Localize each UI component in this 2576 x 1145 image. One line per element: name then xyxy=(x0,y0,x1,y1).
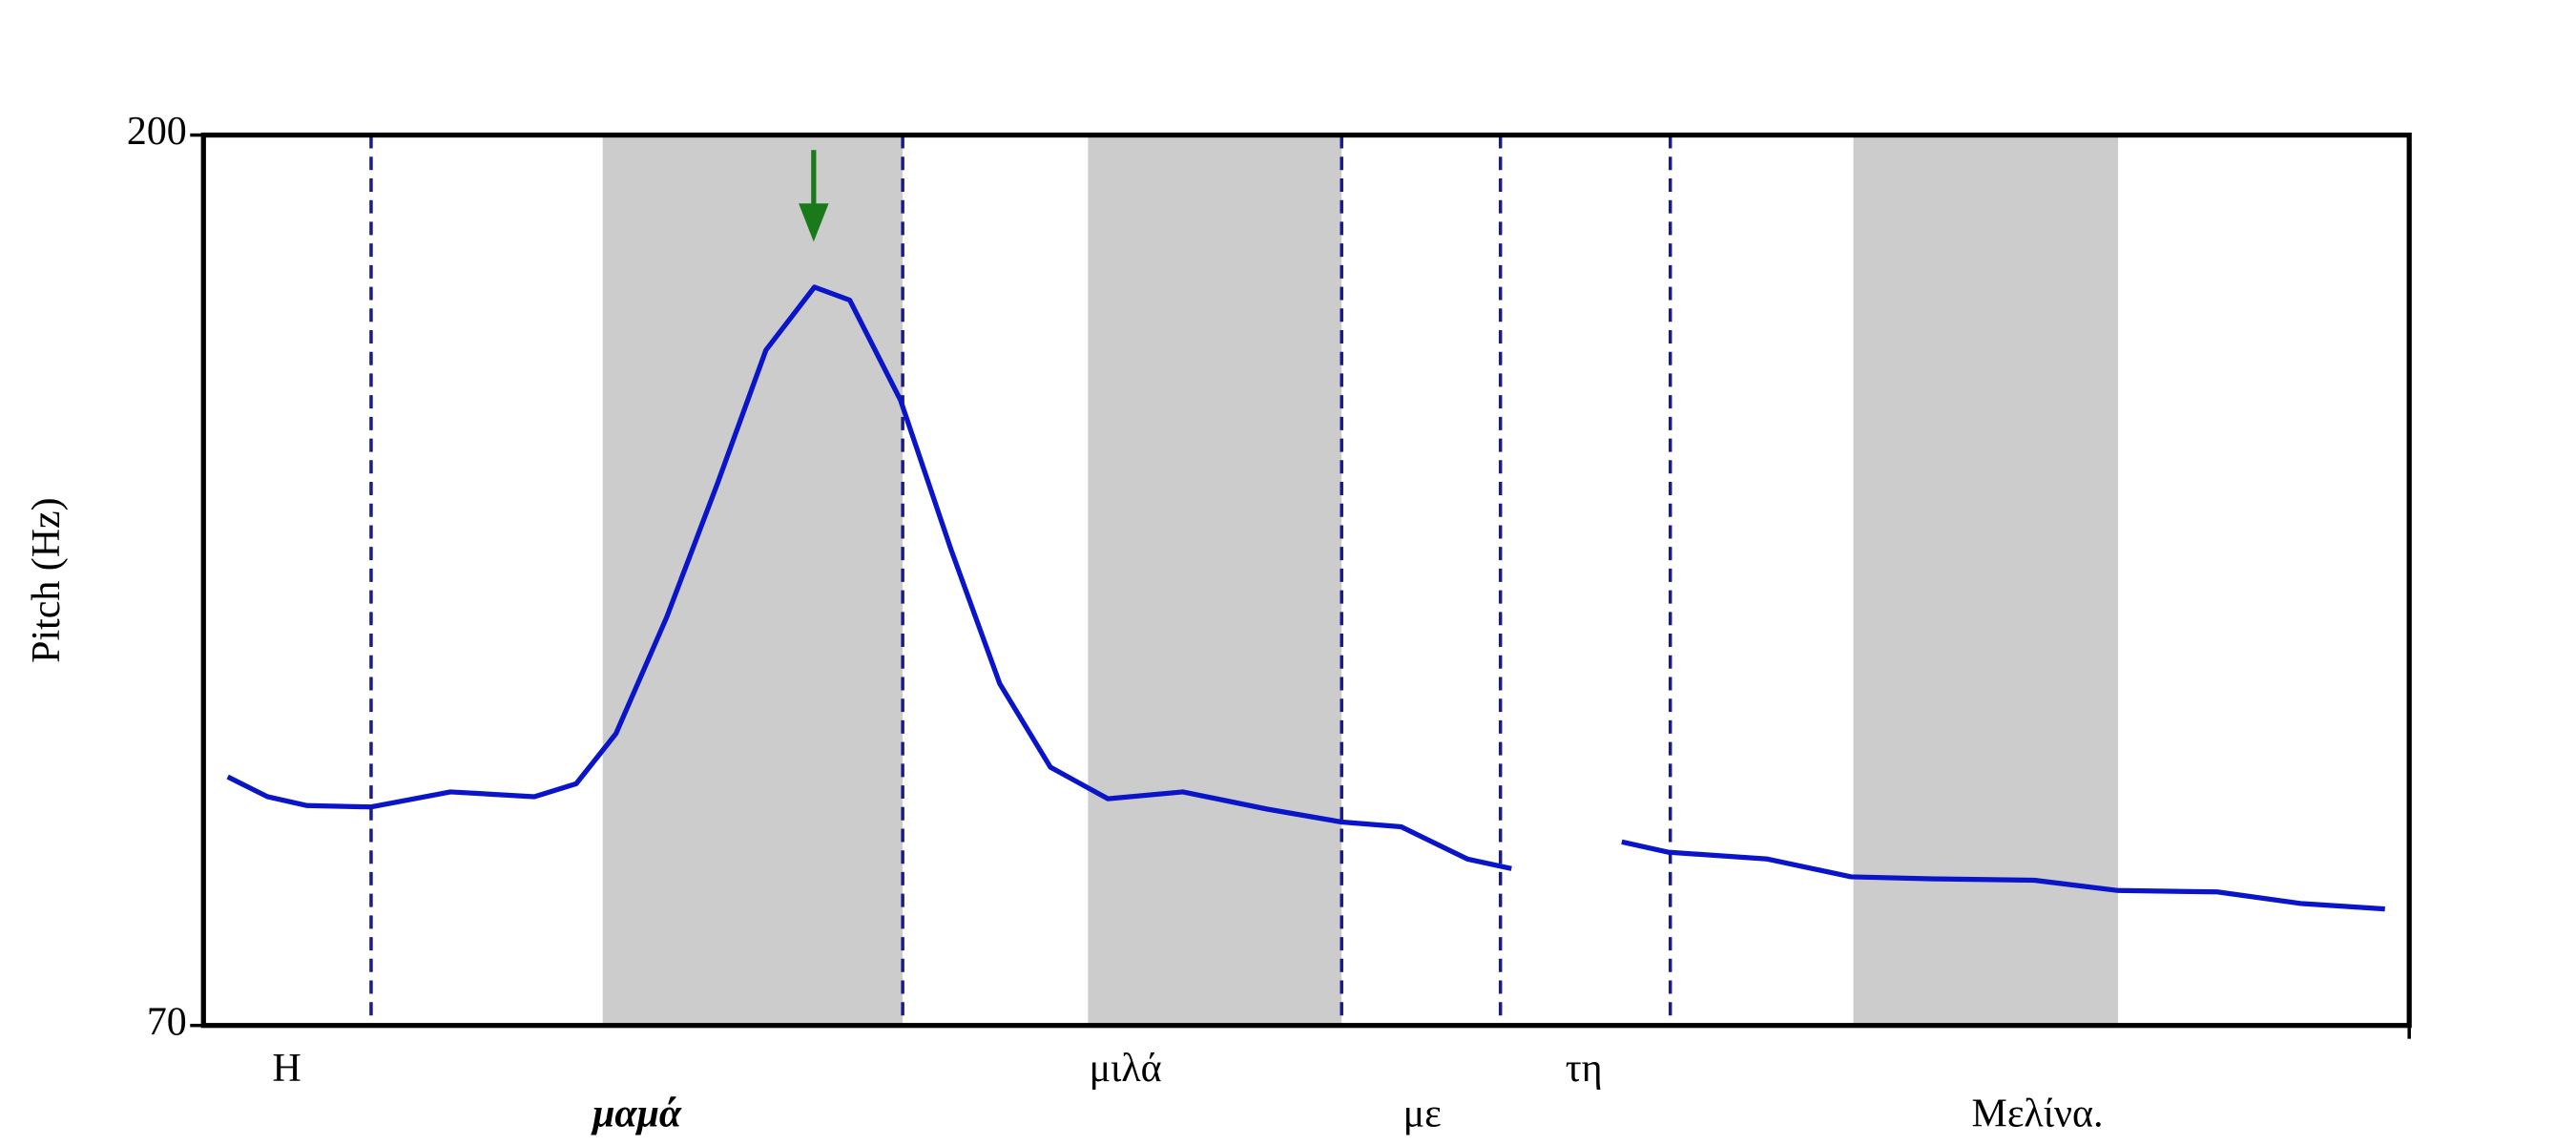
arrow-head xyxy=(799,203,829,242)
y-tick-label: 200 xyxy=(127,110,187,154)
lines xyxy=(226,284,2385,912)
word-label: μαμά xyxy=(591,1092,682,1135)
shaded-region xyxy=(1088,135,1342,1026)
pitch-line xyxy=(226,284,1512,871)
annotation-arrow xyxy=(799,150,829,242)
pitch-line xyxy=(1621,839,2385,912)
y-tick-label: 70 xyxy=(147,1000,187,1044)
word-label: Μελίνα. xyxy=(1972,1092,2104,1135)
word-label: μιλά xyxy=(1090,1047,1162,1091)
shaded-region xyxy=(602,135,904,1026)
bands xyxy=(602,135,2119,1026)
word-label: τη xyxy=(1566,1047,1603,1091)
word-label: Η xyxy=(272,1047,301,1091)
shaded-region xyxy=(1853,135,2119,1026)
word-label: με xyxy=(1403,1092,1442,1135)
boundaries xyxy=(369,135,1672,1026)
plot-frame xyxy=(200,132,2412,1029)
y-axis-label: Pitch (Hz) xyxy=(25,497,69,662)
